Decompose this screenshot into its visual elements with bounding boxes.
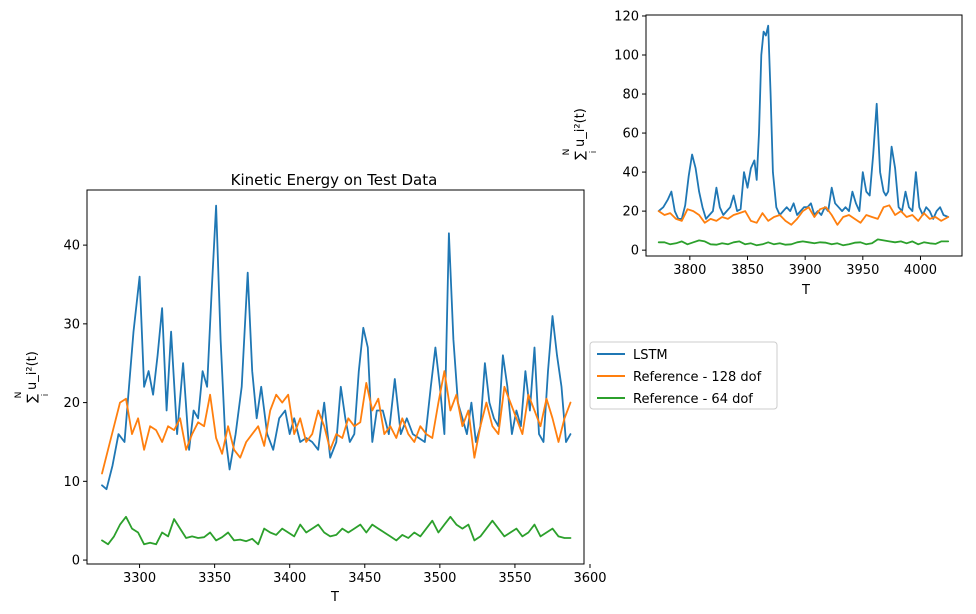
inset-y-axis: 0 20 40 60 80 100 120 — [614, 9, 646, 259]
main-x-tick-label: 3350 — [198, 571, 231, 586]
main-plot-frame — [86, 189, 585, 565]
inset-plot-frame — [645, 14, 963, 257]
inset-y-axis-label-text: ∑ u_i²(t) — [573, 108, 588, 160]
inset-x-axis: 3800 3850 3900 3950 4000 — [673, 256, 937, 278]
inset-x-axis-label: T — [801, 283, 810, 298]
main-y-tick-label: 0 — [72, 554, 80, 569]
main-x-tick-label: 3550 — [498, 571, 531, 586]
main-x-axis-label: T — [330, 590, 339, 605]
inset-y-axis-label-sub: i — [589, 151, 599, 154]
main-series-line-reference-128-dof — [101, 370, 572, 475]
main-y-axis-label-sub: i — [41, 394, 51, 397]
inset-x-tick-label: 3850 — [731, 263, 764, 278]
legend-box — [589, 341, 778, 410]
inset-y-tick-label: 120 — [614, 9, 639, 24]
inset-y-tick-label: 0 — [631, 244, 639, 259]
main-series-line-lstm — [101, 204, 572, 491]
inset-y-tick-label: 100 — [614, 49, 639, 64]
main-x-tick-label: 3500 — [423, 571, 456, 586]
legend-label-ref64: Reference - 64 dof — [633, 392, 753, 407]
main-y-axis-label-sup: N — [14, 392, 24, 399]
legend-label-lstm: LSTM — [633, 348, 668, 363]
main-y-axis-label-text: ∑ u_i²(t) — [25, 351, 40, 403]
main-y-tick-label: 20 — [63, 396, 80, 411]
inset-x-tick-label: 3900 — [789, 263, 822, 278]
inset-y-axis-label: ∑ u_i²(t) N i — [562, 108, 599, 160]
main-chart-title: Kinetic Energy on Test Data — [231, 171, 438, 189]
main-x-tick-label: 3450 — [348, 571, 381, 586]
main-y-tick-label: 40 — [63, 239, 80, 254]
main-x-axis: 3300 3350 3400 3450 3500 3550 3600 — [123, 564, 607, 586]
main-x-tick-label: 3400 — [273, 571, 306, 586]
main-y-tick-label: 10 — [63, 475, 80, 490]
inset-y-tick-label: 60 — [622, 127, 639, 142]
inset-series-line-lstm — [657, 24, 950, 220]
main-series-line-reference-64-dof — [101, 515, 572, 546]
inset-series-line-reference-64-dof — [657, 238, 950, 247]
inset-x-tick-label: 3800 — [673, 263, 706, 278]
legend-label-ref128: Reference - 128 dof — [633, 370, 762, 385]
inset-chart: 3800 3850 3900 3950 4000 0 20 40 60 80 100 120 T ∑… — [562, 9, 963, 298]
inset-series-lines — [657, 24, 950, 247]
inset-y-tick-label: 40 — [622, 166, 639, 181]
main-chart: Kinetic Energy on Test Data 3300 3350 3400… — [14, 171, 607, 605]
main-x-tick-label: 3600 — [573, 571, 606, 586]
main-x-tick-label: 3300 — [123, 571, 156, 586]
inset-y-tick-label: 20 — [622, 205, 639, 220]
inset-y-axis-label-sup: N — [562, 149, 572, 156]
main-y-tick-label: 30 — [63, 317, 80, 332]
legend: LSTM Reference - 128 dof Reference - 64 … — [589, 341, 778, 410]
main-series-lines — [101, 204, 572, 546]
main-y-axis-label: ∑ u_i²(t) N i — [14, 351, 51, 403]
inset-series-line-reference-128-dof — [657, 204, 950, 226]
main-y-axis: 0 10 20 30 40 — [63, 239, 87, 569]
inset-x-tick-label: 4000 — [904, 263, 937, 278]
inset-x-tick-label: 3950 — [846, 263, 879, 278]
svg-text:∑ u_i²(t): ∑ u_i²(t) — [573, 108, 588, 160]
inset-y-tick-label: 80 — [622, 88, 639, 103]
svg-text:∑ u_i²(t): ∑ u_i²(t) — [25, 351, 40, 403]
